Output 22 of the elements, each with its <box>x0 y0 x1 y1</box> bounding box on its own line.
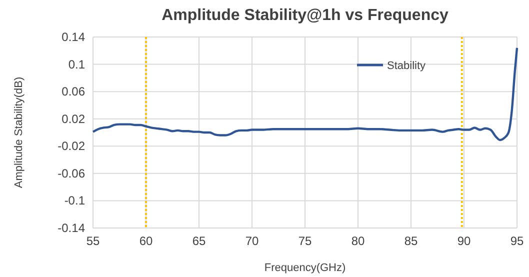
y-tick-label: 0.14 <box>62 30 86 44</box>
chart-title: Amplitude Stability@1h vs Frequency <box>162 7 448 24</box>
x-tick-label: 70 <box>245 234 259 248</box>
x-tick-label: 85 <box>404 234 418 248</box>
y-tick-label: -0.06 <box>58 166 86 180</box>
x-axis-title: Frequency(GHz) <box>264 262 346 274</box>
x-tick-label: 65 <box>192 234 206 248</box>
y-tick-label: -0.1 <box>64 194 86 208</box>
y-tick-label: -0.02 <box>58 139 86 154</box>
legend-label: Stability <box>387 60 426 72</box>
y-tick-label: 0.1 <box>68 57 86 72</box>
x-tick-label: 95 <box>510 234 524 248</box>
x-tick-label: 75 <box>298 234 312 248</box>
line-series <box>92 46 518 142</box>
x-tick-label: 60 <box>139 234 153 248</box>
x-tick-label: 80 <box>351 234 365 248</box>
y-tick-label: 0.06 <box>62 84 86 99</box>
x-tick-label: 90 <box>457 234 471 248</box>
y-tick-label: -0.14 <box>58 221 86 235</box>
y-tick-label: 0.02 <box>62 112 86 126</box>
x-tick-label: 55 <box>86 234 100 248</box>
y-axis-title: Amplitude Stability(dB) <box>13 76 25 188</box>
